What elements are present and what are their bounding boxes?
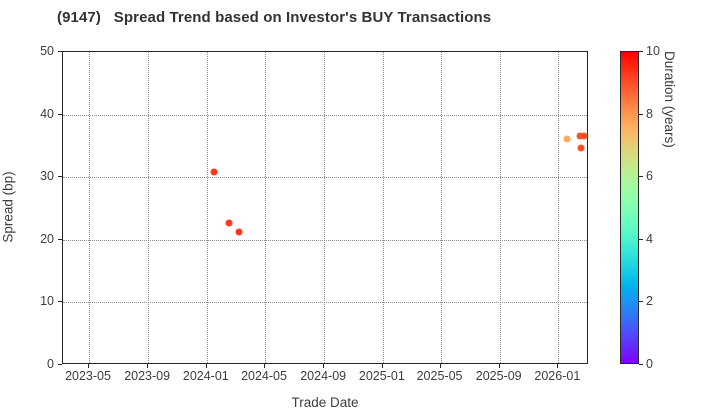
x-tick-label: 2024-09	[300, 369, 347, 383]
colorbar-tick-label: 0	[646, 357, 653, 371]
x-tick-label: 2023-05	[65, 369, 111, 383]
x-tick	[88, 364, 89, 368]
y-tick-label: 20	[40, 231, 54, 246]
x-tick	[205, 364, 207, 368]
x-tick	[557, 364, 559, 368]
chart-title: (9147) Spread Trend based on Investor's …	[57, 9, 492, 26]
y-tick	[58, 364, 62, 365]
scatter-point	[563, 135, 571, 143]
scatter-point	[576, 132, 584, 140]
gridline-x-2025-09	[499, 52, 501, 363]
gridline-x-2024-05	[265, 52, 266, 363]
scatter-point	[580, 132, 588, 140]
x-tick	[147, 364, 149, 368]
plot-area	[62, 51, 588, 364]
x-tick-label: 2025-09	[475, 369, 522, 383]
gridline-x-2024-01	[206, 52, 208, 363]
x-tick-label: 2023-09	[124, 369, 171, 383]
colorbar-tick	[639, 176, 643, 178]
colorbar-tick	[639, 238, 643, 240]
y-tick	[58, 301, 62, 303]
y-tick-label: 30	[40, 169, 54, 184]
colorbar-tick-label: 4	[646, 231, 653, 246]
y-tick-label: 50	[40, 44, 54, 58]
colorbar-tick	[639, 51, 643, 52]
y-tick-label: 0	[47, 357, 54, 371]
colorbar-tick-label: 6	[646, 169, 653, 184]
y-tick	[58, 238, 62, 240]
x-tick	[264, 364, 265, 368]
scatter-point	[577, 144, 585, 152]
colorbar-gradient	[620, 51, 639, 364]
colorbar-tick	[639, 113, 643, 115]
gridline-x-2025-01	[382, 52, 384, 363]
x-tick-label: 2026-01	[534, 369, 581, 383]
colorbar-label: Duration (years)	[662, 51, 677, 148]
x-tick-label: 2024-05	[241, 369, 287, 383]
scatter-point	[235, 228, 243, 236]
gridline-x-2023-05	[89, 52, 90, 363]
x-tick-label: 2025-01	[358, 369, 405, 383]
y-tick	[58, 176, 62, 178]
x-tick-label: 2024-01	[182, 369, 229, 383]
y-tick-label: 40	[40, 106, 54, 121]
colorbar-tick-label: 8	[646, 106, 653, 121]
scatter-point	[225, 219, 233, 227]
gridline-x-2023-09	[148, 52, 150, 363]
x-tick-label: 2025-05	[416, 369, 463, 383]
scatter-point	[210, 168, 218, 176]
y-tick	[58, 113, 62, 115]
colorbar-tick	[639, 301, 643, 303]
colorbar-tick-label: 10	[646, 44, 660, 58]
x-tick	[381, 364, 383, 368]
x-tick	[498, 364, 500, 368]
y-tick	[58, 51, 62, 52]
colorbar-tick-label: 2	[646, 294, 653, 309]
x-tick	[323, 364, 325, 368]
gridline-x-2024-09	[324, 52, 326, 363]
gridline-x-2026-01	[558, 52, 560, 363]
x-tick	[439, 364, 441, 368]
y-tick-label: 10	[40, 294, 54, 309]
x-axis-label: Trade Date	[291, 395, 359, 410]
gridline-x-2025-05	[440, 52, 442, 363]
colorbar-tick	[639, 364, 643, 365]
